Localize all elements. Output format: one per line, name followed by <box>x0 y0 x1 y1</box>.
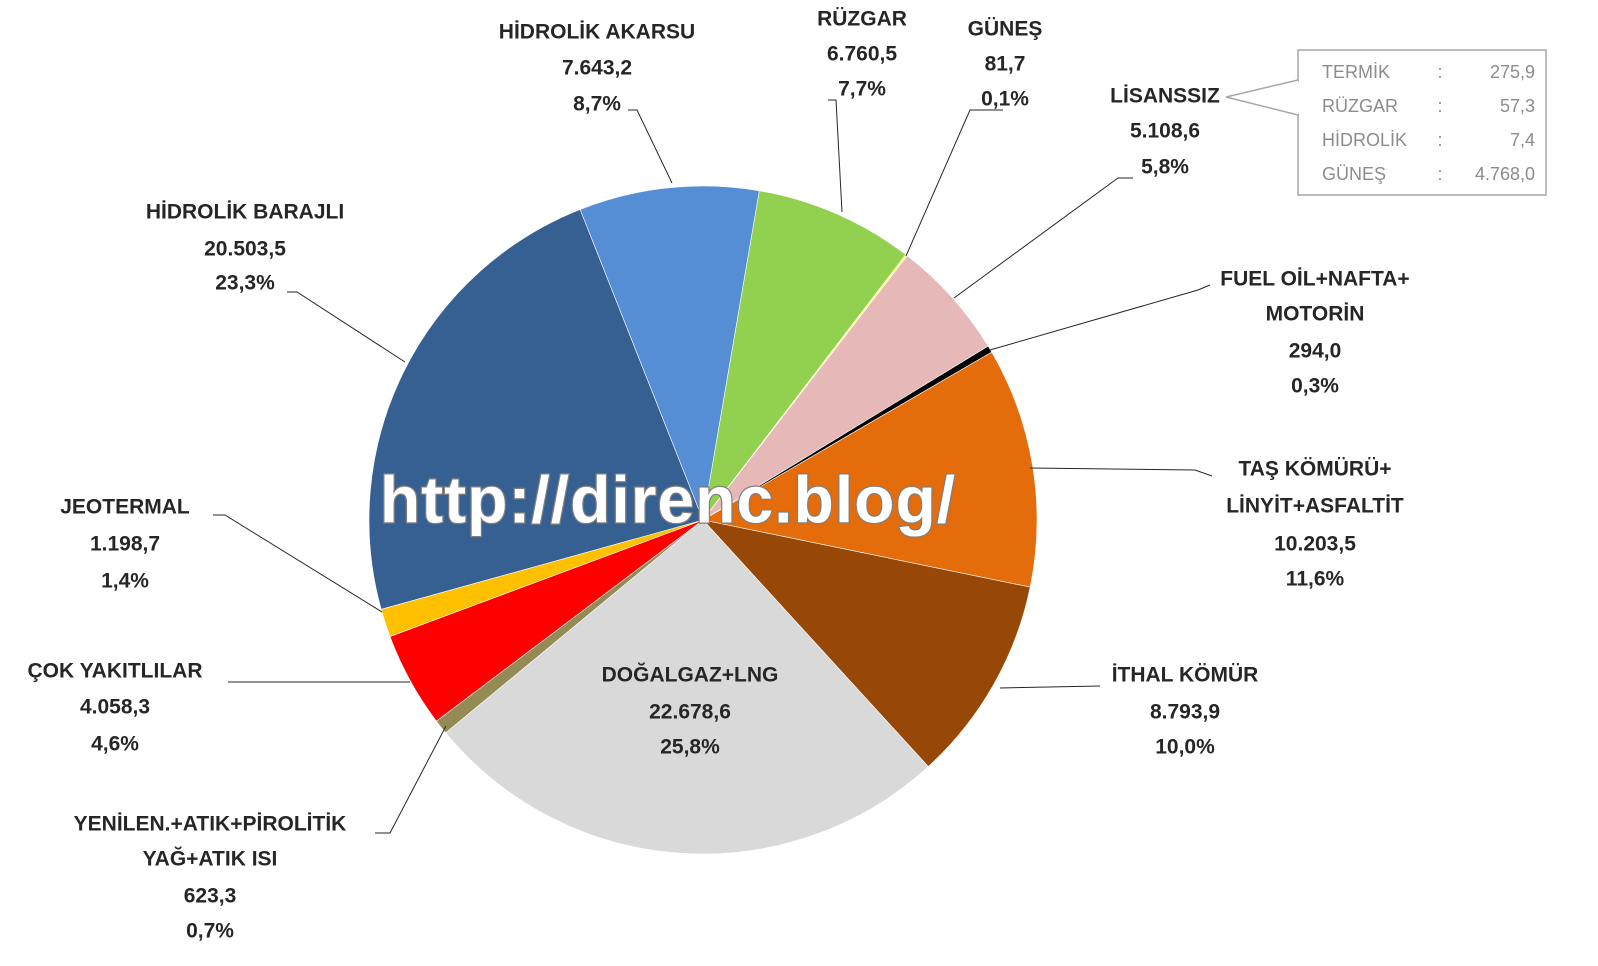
inset-name: GÜNEŞ <box>1322 164 1386 184</box>
percent-label: 8,7% <box>573 93 621 116</box>
inset-pointer <box>1225 79 1299 116</box>
value-label: 623,3 <box>184 885 237 908</box>
slice-label: GÜNEŞ <box>968 18 1043 41</box>
value-label: 1.198,7 <box>90 533 160 556</box>
watermark: http://direnc.blog/ <box>380 462 956 536</box>
leader-line <box>905 109 1003 257</box>
slice-label: HİDROLİK AKARSU <box>499 21 695 44</box>
slice-label: YAĞ+ATIK ISI <box>143 847 278 871</box>
slice-label: MOTORİN <box>1266 303 1365 326</box>
leader-line <box>628 109 673 184</box>
value-label: 10.203,5 <box>1274 533 1356 556</box>
slice-label: ÇOK YAKITLILAR <box>27 660 202 683</box>
percent-label: 11,6% <box>1286 568 1345 591</box>
percent-label: 5,8% <box>1141 156 1189 179</box>
slice-label: LİSANSSIZ <box>1110 85 1220 108</box>
value-label: 7.643,2 <box>562 57 632 80</box>
leader-line <box>1029 467 1213 477</box>
percent-label: 0,3% <box>1291 375 1339 398</box>
inset-value: 7,4 <box>1510 130 1535 150</box>
value-label: 294,0 <box>1289 340 1342 363</box>
pie-slice <box>445 519 929 855</box>
inset-value: 275,9 <box>1490 62 1535 82</box>
slice-label: HİDROLİK BARAJLI <box>146 201 344 224</box>
slice-label: LİNYİT+ASFALTİT <box>1226 495 1404 518</box>
leader-line <box>953 177 1133 299</box>
value-label: 81,7 <box>985 53 1026 76</box>
value-label: 20.503,5 <box>204 238 286 261</box>
leader-line <box>375 725 447 834</box>
percent-label: 25,8% <box>660 736 720 759</box>
value-label: 5.108,6 <box>1130 120 1200 143</box>
slice-label: JEOTERMAL <box>60 496 190 519</box>
pie-slice <box>702 351 1038 588</box>
pie-slice <box>579 185 760 522</box>
percent-label: 0,7% <box>186 920 234 943</box>
slice-label: İTHAL KÖMÜR <box>1112 664 1259 687</box>
leader-line <box>989 284 1211 351</box>
leader-line <box>287 291 406 363</box>
slice-label: RÜZGAR <box>817 8 907 31</box>
percent-label: 4,6% <box>91 733 139 756</box>
value-label: 22.678,6 <box>649 701 731 724</box>
value-label: 4.058,3 <box>80 696 150 719</box>
leader-line <box>213 514 383 613</box>
percent-label: 10,0% <box>1155 736 1215 759</box>
slice-label: TAŞ KÖMÜRÜ+ <box>1238 458 1391 481</box>
pie-slice <box>702 190 907 521</box>
inset-name: TERMİK <box>1322 62 1390 82</box>
inset-box <box>1297 49 1547 196</box>
inset-separator: : <box>1437 62 1442 82</box>
slice-label: DOĞALGAZ+LNG <box>602 663 779 687</box>
inset-separator: : <box>1437 96 1442 116</box>
percent-label: 7,7% <box>838 78 886 101</box>
pie-slice <box>702 255 989 521</box>
slice-label: YENİLEN.+ATIK+PİROLİTİK <box>74 813 347 836</box>
percent-label: 23,3% <box>215 272 275 295</box>
inset-name: HİDROLİK <box>1322 130 1407 150</box>
leader-line <box>999 685 1101 689</box>
inset-value: 4.768,0 <box>1475 164 1535 184</box>
pie-slice <box>702 519 1031 768</box>
percent-label: 1,4% <box>101 570 149 593</box>
percent-label: 0,1% <box>981 88 1029 111</box>
leader-line <box>828 99 843 213</box>
value-label: 8.793,9 <box>1150 701 1220 724</box>
inset-separator: : <box>1437 164 1442 184</box>
slice-label: FUEL OİL+NAFTA+ <box>1220 268 1409 291</box>
inset-value: 57,3 <box>1500 96 1535 116</box>
value-label: 6.760,5 <box>827 43 897 66</box>
inset-name: RÜZGAR <box>1322 96 1398 116</box>
inset-separator: : <box>1437 130 1442 150</box>
